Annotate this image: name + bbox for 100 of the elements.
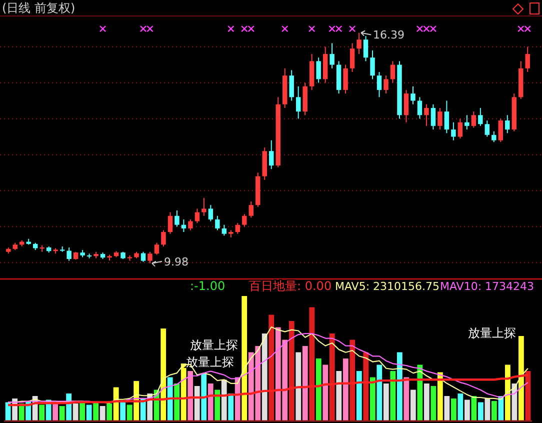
candlestick [168, 212, 173, 234]
candlestick [66, 247, 72, 262]
bar [404, 377, 410, 421]
text: :-1.00 [190, 279, 226, 293]
candlestick [215, 215, 220, 231]
bar [126, 404, 132, 421]
candlestick [478, 107, 483, 126]
candlestick [235, 222, 240, 234]
bar [390, 371, 396, 421]
bar [316, 358, 322, 421]
bar [437, 372, 443, 421]
annotation: 放量上探 [468, 326, 516, 340]
bar [478, 402, 484, 421]
bar [309, 307, 315, 421]
bar [518, 336, 524, 421]
bar [512, 384, 518, 421]
bar [93, 402, 99, 421]
bar [471, 396, 477, 421]
candlestick [154, 242, 160, 256]
bar [491, 401, 497, 421]
bar [242, 296, 248, 421]
text: MAV5: 2310156.75 [335, 280, 440, 293]
bar [208, 384, 214, 421]
bar [504, 364, 510, 421]
annotation: 9.98 [164, 255, 188, 268]
annotation: 16.39 [373, 28, 405, 42]
bar [262, 334, 268, 421]
candlestick [242, 214, 247, 228]
bar [288, 321, 294, 421]
candlestick [289, 70, 294, 102]
bar [383, 384, 389, 421]
bar [120, 402, 126, 421]
candlestick [417, 96, 422, 120]
candlestick [296, 86, 301, 120]
bar [370, 377, 376, 421]
chart-title: (日线 前复权) [2, 1, 76, 15]
candlestick [525, 46, 530, 72]
bar [106, 404, 112, 421]
candlestick [492, 130, 496, 143]
bar [350, 340, 356, 421]
bar [342, 358, 348, 421]
text: 百日地量: 0.00 [249, 279, 332, 293]
candlestick [498, 118, 504, 143]
bar [296, 352, 302, 421]
bar [5, 402, 11, 421]
bar [363, 352, 369, 421]
bar [180, 364, 186, 421]
candlestick [410, 86, 416, 105]
bar [160, 328, 166, 421]
bar [376, 364, 382, 421]
bar [302, 346, 308, 421]
candlestick [343, 64, 348, 94]
bar [444, 396, 450, 421]
candlestick [458, 118, 463, 140]
candlestick [464, 114, 470, 130]
candlestick [438, 107, 442, 130]
candlestick [140, 251, 146, 262]
candlestick [316, 57, 321, 84]
candlestick [444, 100, 450, 134]
bar [356, 371, 362, 421]
bar [430, 386, 436, 421]
bar [100, 406, 106, 421]
bar [39, 404, 45, 421]
bar [221, 380, 227, 421]
candlestick [363, 35, 368, 62]
bar [417, 364, 423, 421]
annotation: 放量上探 [190, 338, 238, 352]
candlestick [404, 89, 409, 123]
bar [484, 398, 490, 421]
text: MAV10: 1734243 [440, 280, 534, 293]
candlestick [161, 230, 166, 247]
bar [72, 404, 78, 421]
candlestick [424, 104, 429, 126]
bar [59, 406, 65, 421]
candlestick [248, 200, 254, 218]
bar [113, 387, 119, 421]
bar [174, 384, 180, 421]
annotation: 放量上探 [186, 355, 234, 369]
bar [464, 400, 470, 421]
candlestick [181, 218, 186, 233]
bar [458, 394, 464, 421]
candlestick [370, 50, 375, 80]
bar [86, 404, 92, 421]
candlestick [202, 197, 206, 216]
bar [194, 386, 200, 421]
candlestick [222, 224, 227, 236]
candlestick [269, 140, 274, 170]
bar [188, 371, 194, 421]
candlestick [350, 42, 355, 72]
bar [228, 394, 234, 421]
bar [167, 377, 173, 421]
bar [214, 390, 220, 421]
bar [410, 390, 416, 421]
candlestick [390, 60, 396, 84]
bar [322, 364, 328, 421]
bar [525, 371, 531, 421]
candlestick [208, 204, 214, 222]
candlestick [174, 210, 180, 228]
candlestick [194, 208, 200, 224]
bar [450, 398, 456, 421]
